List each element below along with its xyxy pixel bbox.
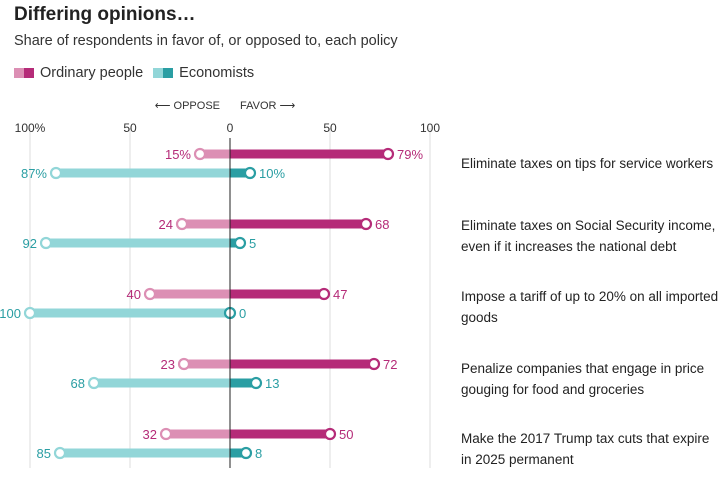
row-5-ordinary-favor-bar xyxy=(230,429,330,439)
row-2-economists-oppose-marker xyxy=(39,236,53,250)
x-tick-label-2: 0 xyxy=(227,121,234,135)
policy-label-4: Penalize companies that engage in price … xyxy=(461,361,705,397)
row-5-ordinary-favor-marker xyxy=(323,427,337,441)
row-1-economists-oppose-value: 87% xyxy=(21,166,47,181)
row-1-economists-favor-marker xyxy=(243,166,257,180)
legend-label-economists: Economists xyxy=(179,65,255,81)
row-4-ordinary-oppose-bar xyxy=(184,359,230,369)
row-1-ordinary-oppose-value: 15% xyxy=(165,147,191,162)
row-1-ordinary-oppose-bar xyxy=(200,149,230,159)
row-2-ordinary-favor-marker xyxy=(359,217,373,231)
row-5-ordinary-oppose-value: 32 xyxy=(143,427,157,442)
row-5-ordinary-oppose-marker xyxy=(159,427,173,441)
row-5-economists-oppose-value: 85 xyxy=(37,446,51,461)
row-4-economists-oppose-value: 68 xyxy=(71,376,85,391)
row-4-economists-oppose-bar xyxy=(94,378,230,388)
row-2-ordinary-favor-value: 68 xyxy=(375,217,389,232)
row-5-economists-favor-bar xyxy=(230,448,246,458)
row-3-ordinary-oppose-bar xyxy=(150,289,230,299)
row-1-economists-oppose-bar xyxy=(56,168,230,178)
row-3-ordinary-oppose-marker xyxy=(143,287,157,301)
row-1-ordinary-oppose-marker xyxy=(193,147,207,161)
row-3-ordinary-oppose-value: 40 xyxy=(127,287,141,302)
legend: Ordinary people Economists xyxy=(14,65,264,81)
row-5-economists-oppose-bar xyxy=(60,448,230,458)
direction-label-oppose: ⟵ OPPOSE xyxy=(155,100,220,112)
legend-item-ordinary: Ordinary people xyxy=(14,65,143,81)
row-5-economists-favor-value: 8 xyxy=(255,446,262,461)
row-5-ordinary-oppose-bar xyxy=(166,429,230,439)
row-2-ordinary-favor-bar xyxy=(230,219,366,229)
row-3-economists-favor-value: 0 xyxy=(239,306,246,321)
row-4-ordinary-oppose-marker xyxy=(177,357,191,371)
policy-label-3: Impose a tariff of up to 20% on all impo… xyxy=(461,289,719,325)
row-2-economists-favor-value: 5 xyxy=(249,236,256,251)
legend-label-ordinary: Ordinary people xyxy=(40,65,144,81)
row-4-ordinary-favor-bar xyxy=(230,359,374,369)
legend-swatch-economists-oppose xyxy=(153,68,164,78)
policy-label-5: Make the 2017 Trump tax cuts that expire… xyxy=(461,431,710,467)
policy-label-1: Eliminate taxes on tips for service work… xyxy=(461,156,714,171)
row-3-ordinary-favor-marker xyxy=(317,287,331,301)
x-tick-label-3: 50 xyxy=(323,121,337,135)
row-2-ordinary-oppose-value: 24 xyxy=(159,217,173,232)
policy-label-2: Eliminate taxes on Social Security incom… xyxy=(461,218,716,254)
row-1-ordinary-favor-bar xyxy=(230,149,388,159)
x-tick-label-0: 100% xyxy=(15,121,46,135)
row-4-ordinary-favor-marker xyxy=(367,357,381,371)
row-5-ordinary-favor-value: 50 xyxy=(339,427,353,442)
x-tick-label-4: 100 xyxy=(420,121,440,135)
row-1-ordinary-favor-value: 79% xyxy=(397,147,423,162)
chart-title: Differing opinions… xyxy=(14,4,196,25)
row-4-economists-favor-value: 13 xyxy=(265,376,279,391)
legend-swatch-ordinary-favor xyxy=(24,68,34,78)
row-2-economists-favor-marker xyxy=(233,236,247,250)
row-3-ordinary-favor-bar xyxy=(230,289,324,299)
x-tick-label-1: 50 xyxy=(123,121,137,135)
direction-label-favor: FAVOR ⟶ xyxy=(240,100,296,112)
legend-item-economists: Economists xyxy=(153,65,254,81)
row-1-ordinary-favor-marker xyxy=(381,147,395,161)
row-2-ordinary-oppose-bar xyxy=(182,219,230,229)
row-5-economists-favor-marker xyxy=(239,446,253,460)
row-2-ordinary-oppose-marker xyxy=(175,217,189,231)
row-4-ordinary-oppose-value: 23 xyxy=(161,357,175,372)
row-1-economists-favor-bar xyxy=(230,168,250,178)
row-5-economists-oppose-marker xyxy=(53,446,67,460)
row-4-economists-favor-bar xyxy=(230,378,256,388)
legend-swatch-ordinary-oppose xyxy=(14,68,24,78)
row-4-economists-favor-marker xyxy=(249,376,263,390)
row-2-economists-oppose-bar xyxy=(46,238,230,248)
legend-swatch-economists-favor xyxy=(163,68,174,78)
row-1-economists-favor-value: 10% xyxy=(259,166,285,181)
row-3-economists-oppose-marker xyxy=(23,306,37,320)
row-2-economists-oppose-value: 92 xyxy=(23,236,37,251)
row-4-economists-oppose-marker xyxy=(87,376,101,390)
row-3-economists-oppose-value: 100 xyxy=(0,306,21,321)
row-3-ordinary-favor-value: 47 xyxy=(333,287,347,302)
row-1-economists-oppose-marker xyxy=(49,166,63,180)
row-3-economists-oppose-bar xyxy=(30,308,230,318)
row-4-ordinary-favor-value: 72 xyxy=(383,357,397,372)
chart-subtitle: Share of respondents in favor of, or opp… xyxy=(14,33,398,49)
